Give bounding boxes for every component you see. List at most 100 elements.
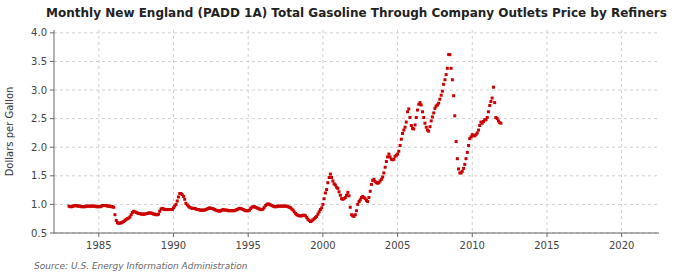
tick	[50, 147, 54, 148]
point	[452, 94, 455, 97]
grid	[54, 30, 659, 233]
point	[492, 86, 495, 89]
point	[406, 110, 409, 113]
point	[400, 138, 403, 141]
point	[329, 173, 332, 176]
grid-line	[54, 61, 659, 62]
tick-label: 4.0	[31, 27, 47, 38]
point	[422, 116, 425, 119]
grid-line	[54, 90, 659, 91]
grid-line	[98, 30, 99, 233]
tick-label: 2005	[385, 240, 410, 251]
tick-label: 1985	[86, 240, 111, 251]
point	[463, 163, 466, 166]
tick	[546, 233, 547, 237]
point	[461, 170, 464, 173]
point	[428, 125, 431, 128]
point	[486, 116, 489, 119]
point	[407, 107, 410, 110]
point	[414, 123, 417, 126]
point	[175, 203, 178, 206]
point	[397, 150, 400, 153]
point	[387, 153, 390, 156]
point	[464, 157, 467, 160]
title: Monthly New England (PADD 1A) Total Gaso…	[46, 6, 667, 20]
point	[370, 183, 373, 186]
point	[331, 179, 334, 182]
x-axis-line	[54, 233, 659, 234]
tick-label: 2010	[460, 240, 485, 251]
point	[369, 190, 372, 193]
point	[355, 209, 358, 212]
tick-label: 2015	[534, 240, 559, 251]
grid-line	[248, 30, 249, 233]
point	[412, 127, 415, 130]
tick-label: 0.5	[31, 228, 47, 239]
point	[112, 206, 115, 209]
point	[450, 67, 453, 70]
point	[320, 206, 323, 209]
point	[466, 151, 469, 154]
point	[415, 116, 418, 119]
point	[457, 167, 460, 170]
grid-line	[397, 30, 398, 233]
chart: 198519901995200020052010201520200.51.01.…	[0, 0, 675, 275]
grid-line	[546, 30, 547, 233]
point	[326, 181, 329, 184]
tick-label: 2.0	[31, 142, 47, 153]
point	[354, 213, 357, 216]
point	[321, 203, 324, 206]
tick	[50, 118, 54, 119]
grid-line	[322, 30, 323, 233]
point	[157, 213, 160, 216]
point	[336, 187, 339, 190]
grid-line	[54, 32, 659, 33]
point	[487, 110, 490, 113]
point	[425, 126, 428, 129]
tick-label: 2020	[609, 240, 634, 251]
y-axis-line	[54, 30, 55, 233]
point	[448, 53, 451, 56]
point	[381, 175, 384, 178]
point	[467, 144, 470, 147]
tick-label: 2.5	[31, 113, 47, 124]
tick	[173, 233, 174, 237]
point	[453, 114, 456, 117]
point	[410, 124, 413, 127]
tick	[50, 233, 54, 234]
point	[456, 157, 459, 160]
tick-label: 2000	[310, 240, 335, 251]
point	[405, 121, 408, 124]
point	[177, 195, 180, 198]
point	[176, 199, 179, 202]
tick	[50, 204, 54, 205]
axes: 198519901995200020052010201520200.51.01.…	[31, 27, 659, 251]
point	[392, 158, 395, 161]
grid-line	[173, 30, 174, 233]
point	[446, 67, 449, 70]
tick-label: 3.5	[31, 56, 47, 67]
tick-label: 1.0	[31, 199, 47, 210]
point	[421, 110, 424, 113]
point	[396, 153, 399, 156]
point	[476, 131, 479, 134]
tick	[50, 32, 54, 33]
tick	[50, 90, 54, 91]
point	[488, 104, 491, 107]
point	[443, 78, 446, 81]
point	[437, 102, 440, 105]
tick	[397, 233, 398, 237]
point	[338, 190, 341, 193]
point	[349, 206, 352, 209]
grid-line	[54, 233, 659, 234]
point	[367, 196, 370, 199]
point	[441, 90, 444, 93]
grid-line	[54, 204, 659, 205]
grid-line	[621, 30, 622, 233]
point	[399, 144, 402, 147]
point	[427, 130, 430, 133]
point	[431, 115, 434, 118]
tick	[621, 233, 622, 237]
point	[385, 160, 388, 163]
point	[442, 83, 445, 86]
